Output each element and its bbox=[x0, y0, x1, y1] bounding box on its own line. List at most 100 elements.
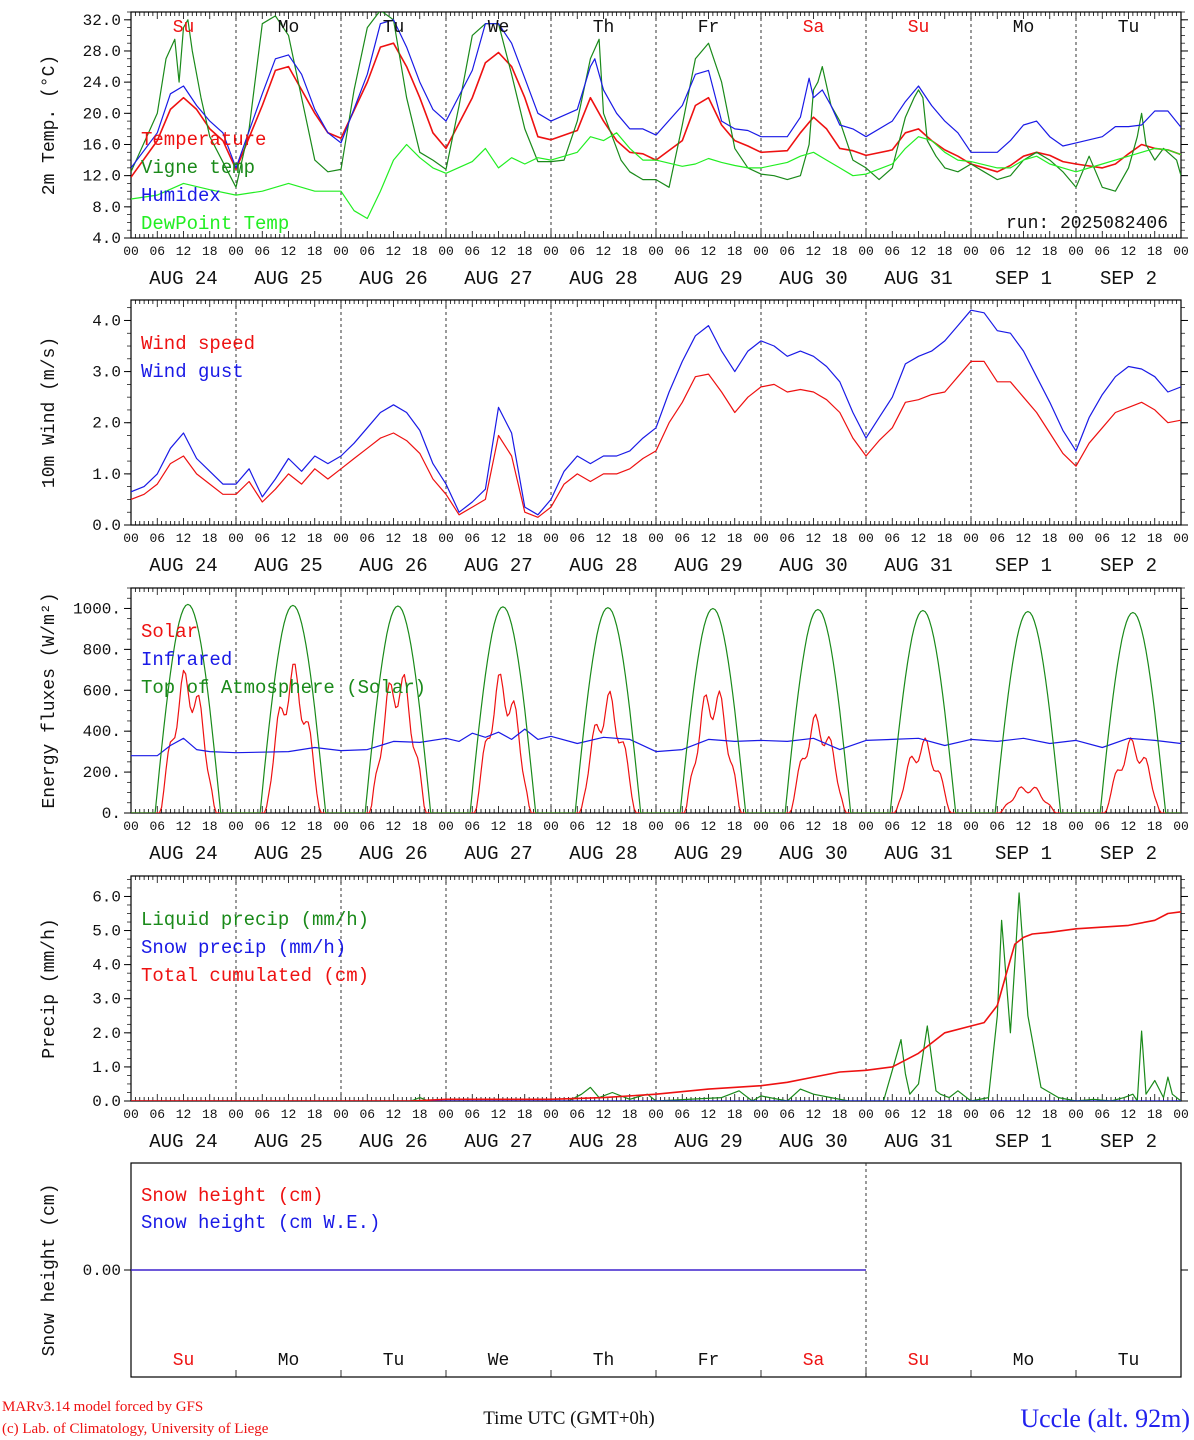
x-hour-label: 18 bbox=[202, 244, 218, 259]
x-date-label: AUG 24 bbox=[149, 1131, 217, 1153]
x-hour-label: 12 bbox=[1121, 244, 1137, 259]
x-date-label: AUG 31 bbox=[884, 843, 952, 865]
x-hour-label: 00 bbox=[333, 1107, 349, 1122]
weekday-label: Su bbox=[173, 1351, 195, 1371]
x-hour-label: 00 bbox=[543, 244, 559, 259]
y-tick-label: 5.0 bbox=[92, 923, 121, 941]
x-hour-label: 00 bbox=[963, 819, 979, 834]
x-hour-label: 06 bbox=[674, 1107, 690, 1122]
legend-entry: Top of Atmosphere (Solar) bbox=[141, 677, 426, 699]
x-date-label: AUG 25 bbox=[254, 268, 322, 290]
x-hour-label: 00 bbox=[438, 819, 454, 834]
x-hour-label: 12 bbox=[1121, 531, 1137, 546]
x-date-label: AUG 28 bbox=[569, 1131, 637, 1153]
x-hour-label: 06 bbox=[989, 244, 1005, 259]
x-hour-label: 06 bbox=[779, 1107, 795, 1122]
x-date-label: SEP 1 bbox=[995, 555, 1052, 577]
weekday-label: Mo bbox=[278, 18, 300, 38]
y-axis-label: 2m Temp. (°C) bbox=[40, 55, 60, 195]
x-hour-label: 06 bbox=[569, 1107, 585, 1122]
x-date-label: SEP 2 bbox=[1100, 1131, 1157, 1153]
x-hour-label: 06 bbox=[779, 244, 795, 259]
x-hour-label: 00 bbox=[1068, 531, 1084, 546]
panel-wind bbox=[124, 299, 1188, 526]
station-label: Uccle (alt. 92m) bbox=[1020, 1404, 1190, 1433]
weekday-label: Tu bbox=[383, 18, 405, 38]
x-hour-label: 18 bbox=[1042, 244, 1058, 259]
x-hour-label: 18 bbox=[307, 819, 323, 834]
x-date-label: AUG 26 bbox=[359, 268, 427, 290]
panel-energy bbox=[124, 587, 1188, 814]
x-hour-label: 12 bbox=[386, 244, 402, 259]
weekday-label: Fr bbox=[698, 1351, 720, 1371]
x-hour-label: 12 bbox=[596, 244, 612, 259]
x-hour-label: 18 bbox=[622, 819, 638, 834]
x-date-label: AUG 30 bbox=[779, 268, 847, 290]
x-hour-label: 00 bbox=[1173, 819, 1189, 834]
x-hour-label: 18 bbox=[832, 531, 848, 546]
x-hour-label: 00 bbox=[753, 819, 769, 834]
x-hour-label: 12 bbox=[701, 1107, 717, 1122]
x-hour-label: 12 bbox=[1121, 1107, 1137, 1122]
x-date-label: SEP 2 bbox=[1100, 843, 1157, 865]
y-tick-label: 2.0 bbox=[92, 1025, 121, 1043]
x-hour-label: 12 bbox=[491, 244, 507, 259]
x-date-label: AUG 25 bbox=[254, 843, 322, 865]
x-hour-label: 00 bbox=[333, 531, 349, 546]
x-hour-label: 06 bbox=[569, 244, 585, 259]
credit-line-2: (c) Lab. of Climatology, University of L… bbox=[2, 1421, 269, 1437]
x-hour-label: 18 bbox=[1147, 531, 1163, 546]
x-hour-label: 06 bbox=[359, 531, 375, 546]
x-hour-label: 06 bbox=[359, 819, 375, 834]
x-date-label: SEP 1 bbox=[995, 268, 1052, 290]
x-hour-label: 12 bbox=[1016, 1107, 1032, 1122]
y-tick-label: 20.0 bbox=[83, 105, 121, 123]
x-hour-label: 00 bbox=[228, 244, 244, 259]
x-hour-label: 06 bbox=[989, 531, 1005, 546]
x-hour-label: 06 bbox=[149, 244, 165, 259]
x-hour-label: 00 bbox=[333, 244, 349, 259]
x-hour-label: 12 bbox=[1016, 244, 1032, 259]
x-date-label: AUG 30 bbox=[779, 843, 847, 865]
x-hour-label: 00 bbox=[123, 819, 139, 834]
x-hour-label: 00 bbox=[858, 244, 874, 259]
panel-temp bbox=[124, 11, 1188, 239]
legend-entry: Liquid precip (mm/h) bbox=[141, 909, 369, 931]
x-date-label: AUG 26 bbox=[359, 1131, 427, 1153]
x-hour-label: 06 bbox=[1094, 244, 1110, 259]
x-date-label: SEP 1 bbox=[995, 843, 1052, 865]
x-hour-label: 06 bbox=[884, 244, 900, 259]
x-hour-label: 00 bbox=[1068, 1107, 1084, 1122]
x-hour-label: 18 bbox=[412, 531, 428, 546]
x-hour-label: 06 bbox=[254, 819, 270, 834]
x-hour-label: 00 bbox=[1068, 244, 1084, 259]
weekday-label: Sa bbox=[803, 18, 825, 38]
x-hour-label: 00 bbox=[228, 531, 244, 546]
x-hour-label: 00 bbox=[858, 1107, 874, 1122]
y-tick-label: 8.0 bbox=[92, 199, 121, 217]
x-date-label: AUG 29 bbox=[674, 268, 742, 290]
x-hour-label: 18 bbox=[832, 244, 848, 259]
x-hour-label: 18 bbox=[307, 1107, 323, 1122]
x-hour-label: 00 bbox=[753, 1107, 769, 1122]
x-hour-label: 00 bbox=[963, 1107, 979, 1122]
weekday-label: We bbox=[488, 18, 510, 38]
x-date-label: AUG 24 bbox=[149, 268, 217, 290]
x-date-label: AUG 27 bbox=[464, 1131, 532, 1153]
x-date-label: AUG 25 bbox=[254, 555, 322, 577]
x-hour-label: 12 bbox=[491, 819, 507, 834]
y-axis-label: Energy fluxes (W/m²) bbox=[40, 592, 60, 808]
x-date-label: AUG 26 bbox=[359, 843, 427, 865]
x-hour-label: 00 bbox=[858, 531, 874, 546]
x-hour-label: 12 bbox=[281, 244, 297, 259]
x-hour-label: 12 bbox=[386, 531, 402, 546]
weekday-label: Mo bbox=[1013, 1351, 1035, 1371]
panel-precip bbox=[124, 875, 1188, 1102]
x-date-label: AUG 31 bbox=[884, 268, 952, 290]
x-hour-label: 18 bbox=[202, 1107, 218, 1122]
x-hour-label: 18 bbox=[832, 1107, 848, 1122]
weekday-label: Su bbox=[908, 1351, 930, 1371]
x-hour-label: 06 bbox=[254, 1107, 270, 1122]
y-tick-label: 1.0 bbox=[92, 1059, 121, 1077]
